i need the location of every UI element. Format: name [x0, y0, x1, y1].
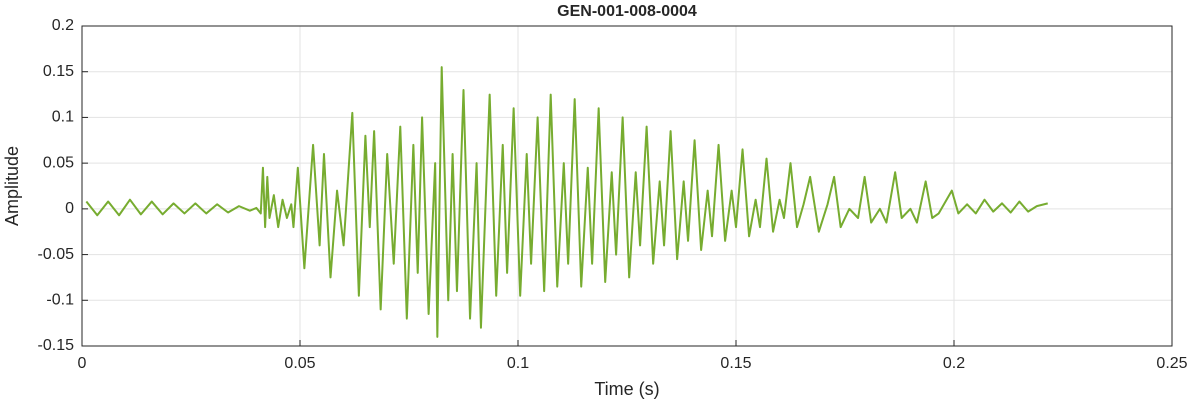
x-tick-label: 0.25 — [1156, 355, 1187, 372]
x-tick-label: 0.15 — [720, 355, 751, 372]
y-tick-label: -0.15 — [38, 337, 75, 354]
x-axis-label: Time (s) — [594, 379, 659, 399]
y-tick-label: 0 — [65, 200, 74, 217]
y-tick-label: 0.1 — [52, 109, 74, 126]
x-tick-label: 0.2 — [943, 355, 965, 372]
x-tick-label: 0.05 — [284, 355, 315, 372]
waveform-line — [85, 66, 1048, 338]
chart-title: GEN-001-008-0004 — [557, 3, 697, 20]
y-tick-label: -0.1 — [46, 292, 74, 309]
y-tick-label: 0.2 — [52, 17, 74, 34]
y-tick-label: 0.05 — [43, 154, 74, 171]
y-tick-label: 0.15 — [43, 63, 74, 80]
x-tick-label: 0 — [78, 355, 87, 372]
x-tick-label: 0.1 — [507, 355, 529, 372]
plot-frame — [81, 25, 1173, 347]
y-tick-label: -0.05 — [38, 246, 75, 263]
y-axis-label: Amplitude — [2, 146, 22, 226]
